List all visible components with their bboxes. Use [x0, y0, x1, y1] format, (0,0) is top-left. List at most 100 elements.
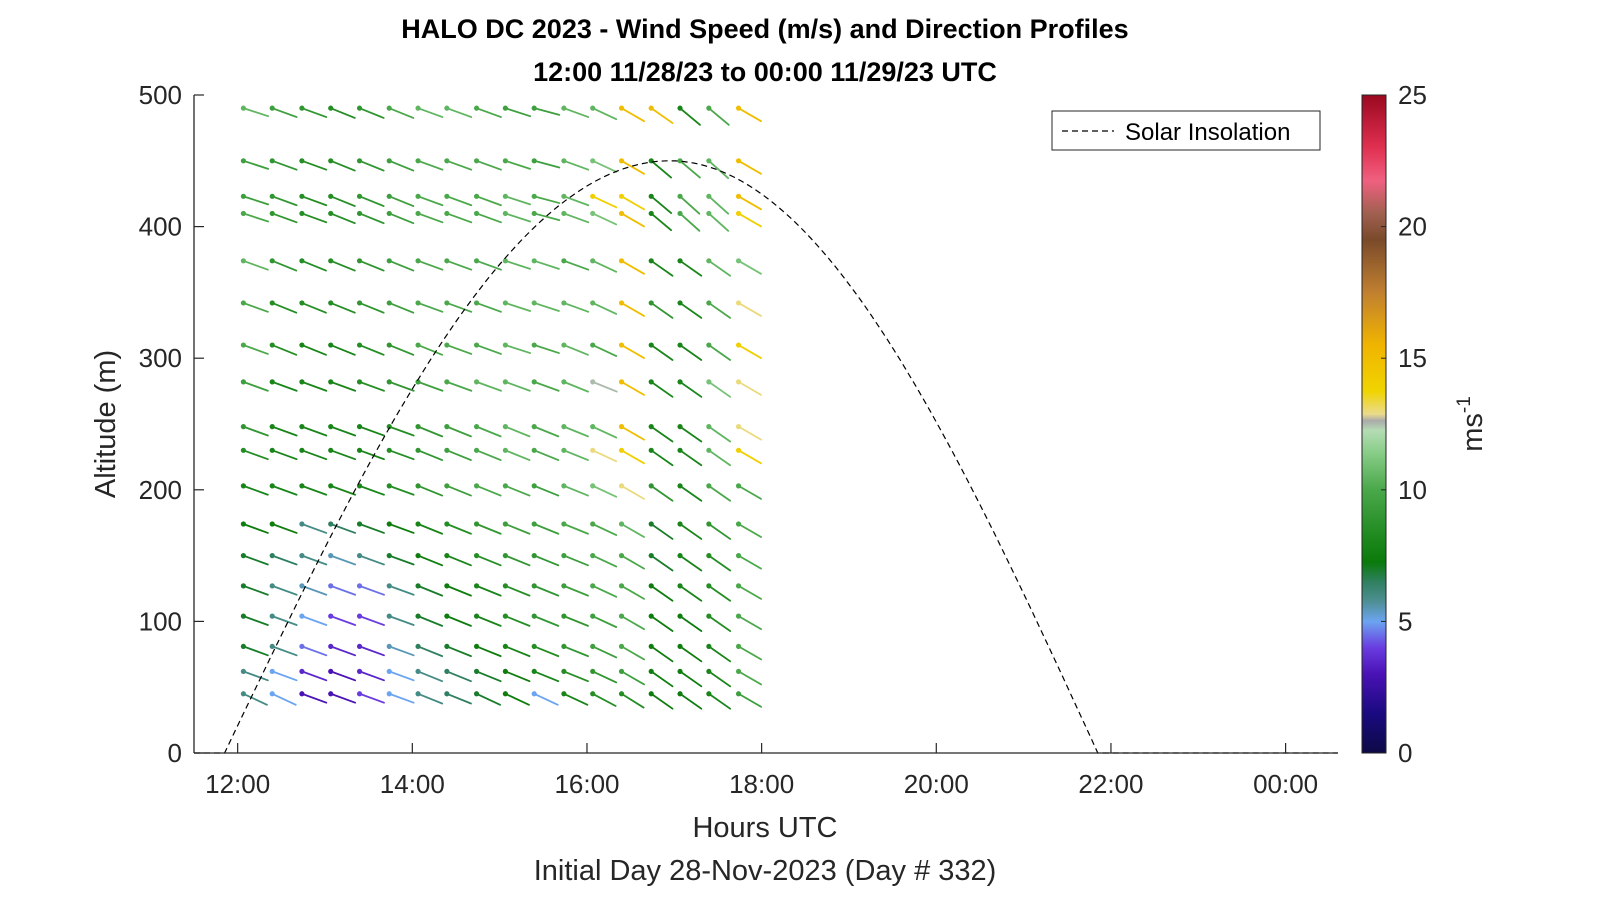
- wind-barb-head: [677, 379, 683, 385]
- wind-barb-head: [706, 668, 712, 675]
- wind-barb: [561, 105, 590, 118]
- wind-barb: [269, 105, 298, 118]
- wind-barb-head: [648, 521, 654, 527]
- wind-barb-head: [502, 300, 508, 306]
- wind-barb: [502, 258, 532, 270]
- wind-barb-head: [415, 342, 421, 348]
- wind-barb: [415, 258, 444, 271]
- wind-barb: [415, 447, 444, 461]
- wind-barb: [299, 483, 328, 496]
- wind-barb-shaft: [388, 344, 415, 356]
- wind-barb-head: [240, 521, 246, 527]
- wind-barb: [531, 691, 559, 706]
- wind-barb-shaft: [358, 344, 385, 356]
- y-axis-ticks: 0 100 200 300 400 500: [139, 80, 204, 768]
- wind-barb-head: [473, 668, 480, 675]
- wind-barb-head: [706, 613, 712, 619]
- wind-barb-shaft: [271, 380, 298, 392]
- wind-barb-shaft: [533, 212, 561, 222]
- wind-barb-head: [648, 342, 654, 348]
- legend: Solar Insolation: [1051, 110, 1321, 151]
- wind-barb: [299, 521, 328, 534]
- wind-barb-shaft: [591, 670, 618, 684]
- wind-barb-head: [531, 379, 537, 385]
- wind-barb-shaft: [707, 645, 732, 663]
- wind-barb-head: [328, 300, 334, 306]
- wind-barb-head: [299, 424, 305, 430]
- wind-barb-head: [677, 521, 683, 527]
- wind-barb: [386, 613, 415, 626]
- wind-barb: [240, 258, 269, 271]
- wind-barb-head: [502, 553, 508, 559]
- wind-barb-head: [240, 210, 246, 217]
- wind-barb: [648, 553, 674, 572]
- wind-barb-head: [240, 258, 246, 264]
- wind-barb-shaft: [679, 615, 703, 632]
- wind-barb-head: [356, 193, 363, 199]
- wind-barb: [561, 483, 589, 497]
- y-tick-label: 200: [139, 475, 182, 505]
- wind-barb-shaft: [301, 107, 328, 118]
- wind-barb-head: [386, 691, 392, 697]
- wind-barb: [299, 613, 328, 626]
- wind-barb-head: [677, 193, 683, 199]
- wind-barb-shaft: [388, 159, 415, 172]
- wind-barb: [735, 613, 762, 631]
- wind-barb-head: [328, 193, 334, 199]
- wind-barb: [735, 210, 762, 228]
- wind-barb: [444, 643, 472, 658]
- wind-barb-shaft: [533, 380, 560, 392]
- wind-barb: [356, 447, 385, 461]
- wind-barb-head: [269, 379, 275, 385]
- wind-barb: [531, 643, 560, 658]
- wind-barb-head: [328, 583, 334, 589]
- wind-barb-head: [590, 521, 596, 527]
- wind-barb: [386, 424, 415, 437]
- x-axis-ticks: 12:00 14:00 16:00 18:00 20:00 22:00 00:00: [205, 743, 1318, 799]
- wind-barb: [590, 105, 618, 121]
- wind-barb: [648, 342, 674, 361]
- wind-barb: [299, 447, 328, 461]
- wind-barb-shaft: [242, 554, 269, 566]
- wind-barb-head: [269, 258, 275, 264]
- wind-barb: [415, 424, 444, 438]
- wind-barb: [677, 521, 703, 540]
- wind-barb-head: [618, 158, 625, 164]
- wind-barb-head: [677, 210, 683, 217]
- wind-barb: [444, 210, 473, 224]
- wind-barb-shaft: [650, 449, 674, 467]
- wind-barb-head: [648, 447, 654, 453]
- wind-barb-head: [356, 643, 363, 650]
- wind-barb-shaft: [301, 380, 328, 392]
- wind-barb-shaft: [417, 425, 444, 438]
- wind-barb: [677, 613, 703, 632]
- wind-barb-shaft: [591, 302, 618, 315]
- wind-barb-shaft: [707, 212, 730, 232]
- wind-barb-head: [328, 668, 334, 675]
- plot-background: [194, 95, 1338, 753]
- wind-barb-shaft: [358, 484, 385, 496]
- wind-barb-head: [677, 483, 683, 489]
- wind-barb-shaft: [475, 380, 502, 392]
- wind-barb-head: [618, 300, 625, 306]
- wind-barb: [240, 583, 269, 596]
- wind-barb-shaft: [504, 380, 531, 392]
- wind-barb-shaft: [445, 344, 473, 355]
- wind-barb-head: [386, 668, 392, 675]
- wind-barb: [415, 521, 444, 535]
- wind-barb-head: [269, 483, 275, 489]
- wind-barb: [531, 158, 561, 169]
- wind-barb-head: [386, 447, 392, 453]
- wind-barb-shaft: [445, 523, 472, 535]
- wind-barb: [444, 105, 473, 118]
- x-tick-label: 22:00: [1078, 769, 1143, 799]
- wind-barb-head: [386, 210, 392, 217]
- wind-barb: [299, 300, 327, 314]
- wind-barb: [531, 424, 560, 438]
- wind-barb-shaft: [358, 523, 385, 534]
- wind-barb: [706, 643, 732, 663]
- colorbar-tick-label: 0: [1398, 738, 1412, 768]
- wind-barb-head: [444, 691, 450, 697]
- wind-barb-shaft: [562, 692, 589, 706]
- wind-barb: [618, 643, 645, 661]
